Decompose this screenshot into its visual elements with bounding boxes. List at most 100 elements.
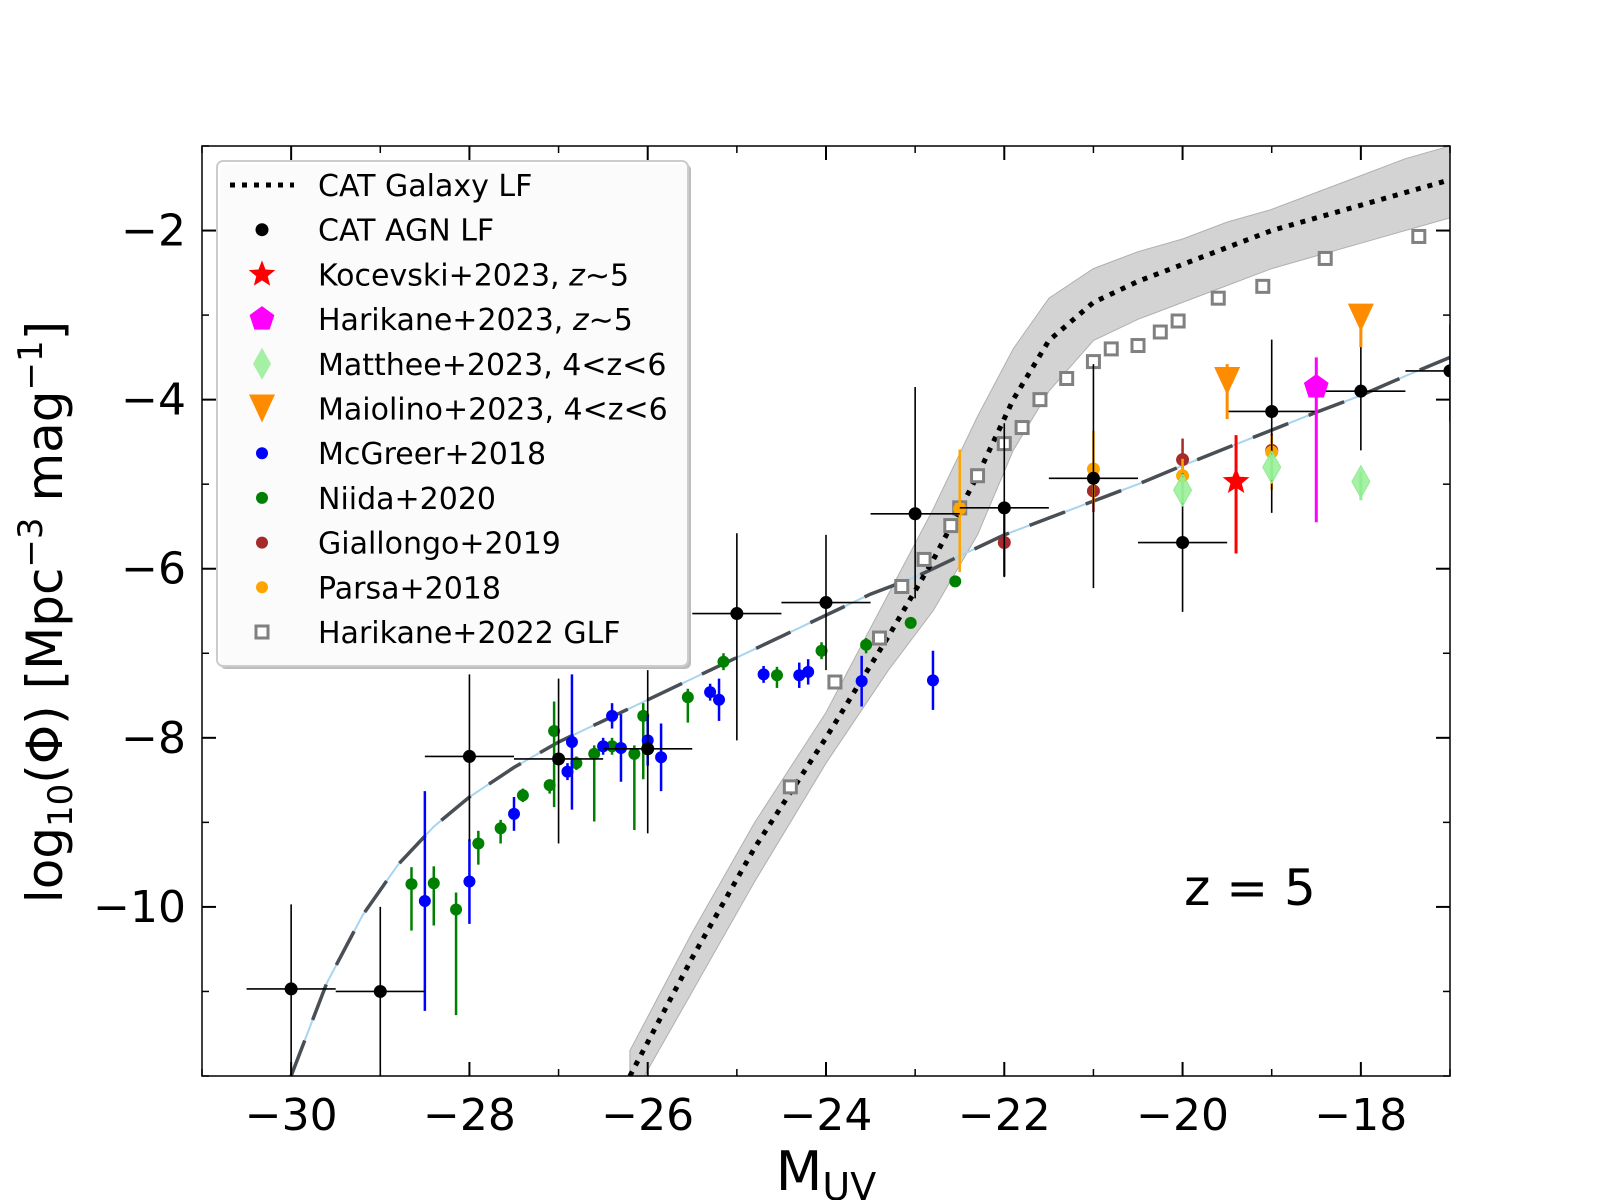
harikane2022-square bbox=[871, 630, 887, 646]
legend-triangle-marker bbox=[249, 394, 275, 423]
mcgreer-point bbox=[614, 741, 627, 754]
mcgreer-point bbox=[508, 807, 520, 820]
y-label-sub: 10 bbox=[41, 784, 81, 827]
y-tick-label: −6 bbox=[121, 544, 186, 595]
legend-label: Harikane+2023, z∼5 bbox=[318, 303, 633, 338]
legend-pentagon-marker bbox=[249, 306, 275, 330]
harikane2022-square bbox=[1210, 290, 1226, 306]
niida-point bbox=[405, 878, 418, 891]
cat-agn-point bbox=[1086, 471, 1100, 485]
legend-circle-marker bbox=[255, 223, 269, 237]
maiolino-triangle bbox=[1347, 303, 1374, 332]
niida-point bbox=[450, 903, 463, 916]
mcgreer-point bbox=[561, 765, 574, 778]
mcgreer-point bbox=[757, 668, 770, 681]
niida-point bbox=[904, 616, 917, 629]
x-axis-label-sub: UV bbox=[822, 1165, 876, 1200]
maiolino-triangle bbox=[1214, 367, 1241, 396]
harikane2022-square bbox=[1103, 341, 1119, 357]
cat-agn-point bbox=[1443, 364, 1450, 378]
matthee-diamond bbox=[1351, 464, 1371, 499]
niida-point bbox=[770, 669, 783, 682]
legend-label: CAT Galaxy LF bbox=[318, 169, 532, 204]
legend-label: Harikane+2022 GLF bbox=[318, 616, 621, 651]
harikane2022-square bbox=[1014, 420, 1030, 436]
cat-agn-point bbox=[641, 742, 655, 756]
y-label-pre: log bbox=[16, 827, 74, 903]
legend-label-text: Giallongo+2019 bbox=[318, 527, 561, 562]
legend-label-italic: z bbox=[572, 303, 590, 338]
x-tick-label: −30 bbox=[245, 1090, 338, 1141]
plot-data-layer bbox=[246, 146, 1450, 1076]
x-tick-label: −24 bbox=[780, 1090, 873, 1141]
legend-label-text: McGreer+2018 bbox=[318, 437, 546, 472]
legend-label-text: Matthee+2023, 4<z<6 bbox=[318, 348, 666, 383]
cat-agn-point bbox=[819, 596, 833, 610]
y-label-sup2: −1 bbox=[11, 340, 51, 390]
mcgreer-point bbox=[926, 674, 939, 687]
niida-point bbox=[681, 691, 694, 704]
parsa-point bbox=[953, 502, 967, 516]
axis-layer: −30 −28 −26 −24 −22 −20 −18 −10 −8 −6 −4 −2 bbox=[93, 145, 1451, 1141]
mcgreer-point bbox=[606, 709, 619, 722]
harikane2022-square bbox=[916, 551, 932, 567]
kocevski-star bbox=[1222, 467, 1250, 493]
cat-agn-point bbox=[462, 749, 476, 763]
legend-circle-marker bbox=[256, 447, 268, 460]
mcgreer-point bbox=[565, 736, 578, 749]
y-label-mid: (Φ) [Mpc bbox=[16, 568, 74, 784]
legend-label-text: Harikane+2022 GLF bbox=[318, 616, 621, 651]
y-label-sup1: −3 bbox=[11, 517, 51, 567]
harikane2022-square bbox=[1170, 313, 1186, 329]
legend-box bbox=[216, 160, 689, 667]
niida-point bbox=[815, 644, 828, 657]
harikane2022-square bbox=[827, 674, 843, 690]
x-tick-label: −20 bbox=[1136, 1090, 1229, 1141]
mcgreer-point bbox=[418, 894, 431, 907]
niida-point bbox=[860, 638, 873, 651]
galaxy-lf-dotted-line bbox=[627, 177, 1450, 1076]
legend-label: Parsa+2018 bbox=[318, 571, 501, 606]
harikane2022-square bbox=[1255, 278, 1271, 294]
legend-label-text: CAT Galaxy LF bbox=[318, 169, 532, 204]
harikane2022-square bbox=[1130, 338, 1146, 354]
legend-label: McGreer+2018 bbox=[318, 437, 546, 472]
x-tick-label: −28 bbox=[423, 1090, 516, 1141]
niida-point bbox=[588, 747, 601, 760]
harikane2022-square bbox=[1032, 392, 1048, 408]
mcgreer-point bbox=[597, 740, 610, 753]
x-tick-label: −26 bbox=[601, 1090, 694, 1141]
redshift-annotation: z = 5 bbox=[1184, 859, 1316, 917]
legend-label-tail: ∼5 bbox=[589, 303, 633, 338]
y-label-mid2: mag bbox=[16, 390, 74, 517]
legend-label: CAT AGN LF bbox=[318, 214, 494, 249]
mcgreer-point bbox=[713, 693, 726, 706]
y-tick-label: −8 bbox=[121, 713, 186, 764]
legend-square-marker bbox=[254, 624, 270, 640]
niida-point bbox=[472, 837, 485, 850]
x-tick-label: −22 bbox=[958, 1090, 1051, 1141]
x-axis-label-main: M bbox=[776, 1140, 823, 1200]
legend-label: Niida+2020 bbox=[318, 482, 496, 517]
cat-agn-point bbox=[1176, 536, 1190, 550]
legend-label-text: Parsa+2018 bbox=[318, 571, 501, 606]
matthee-diamond bbox=[1262, 450, 1282, 485]
legend-label: Maiolino+2023, 4<z<6 bbox=[318, 393, 668, 428]
agn-model-dashed-line bbox=[289, 355, 1450, 1076]
niida-point bbox=[548, 725, 561, 738]
niida-point bbox=[427, 877, 440, 890]
mcgreer-point bbox=[855, 675, 868, 688]
y-label-post: ] bbox=[16, 321, 74, 341]
legend-star-marker bbox=[248, 260, 276, 286]
niida-point bbox=[949, 575, 962, 588]
legend-label-text: Maiolino+2023, 4<z<6 bbox=[318, 393, 668, 428]
y-tick-label: −4 bbox=[121, 375, 186, 426]
legend-circle-marker bbox=[256, 581, 268, 594]
harikane2022-square bbox=[782, 779, 798, 795]
galaxy-lf-band bbox=[629, 146, 1450, 1076]
niida-point bbox=[570, 757, 583, 770]
harikane2022-square bbox=[1317, 250, 1333, 266]
x-tick-label: −18 bbox=[1314, 1090, 1407, 1141]
legend-label: Kocevski+2023, z∼5 bbox=[318, 258, 629, 293]
